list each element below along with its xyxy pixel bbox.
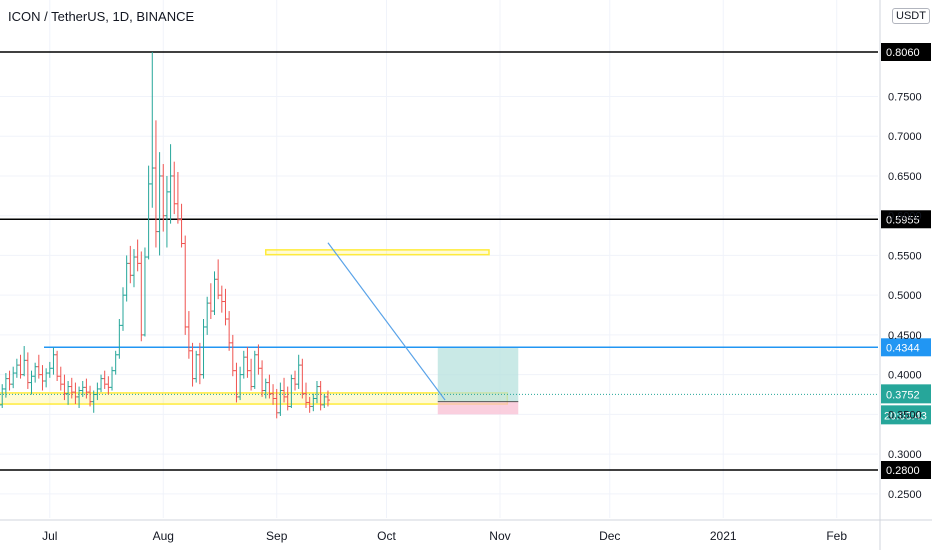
x-tick-label: 2021 bbox=[710, 529, 737, 543]
target-zone bbox=[437, 347, 519, 402]
y-tick-label: 0.4500 bbox=[888, 330, 922, 342]
x-tick-label: Feb bbox=[826, 529, 847, 543]
y-tick-label: 0.4000 bbox=[888, 370, 922, 382]
drawings bbox=[327, 242, 446, 401]
level-price-tag bbox=[881, 43, 931, 61]
x-tick-label: Aug bbox=[153, 529, 174, 543]
y-tick-label: 0.7500 bbox=[888, 92, 922, 104]
currency-button[interactable]: USDT bbox=[892, 8, 930, 24]
grid bbox=[0, 0, 878, 518]
stop-zone bbox=[437, 401, 519, 415]
countdown-tag bbox=[881, 405, 931, 425]
level-price-label: 0.4344 bbox=[886, 342, 920, 354]
symbol-title: ICON / TetherUS, 1D, BINANCE bbox=[8, 9, 195, 24]
x-tick-label: Dec bbox=[599, 529, 620, 543]
x-tick-label: Jul bbox=[42, 529, 57, 543]
y-tick-label: 0.5500 bbox=[888, 250, 922, 262]
y-tick-label: 0.2500 bbox=[888, 489, 922, 501]
level-price-label: 0.5955 bbox=[886, 214, 920, 226]
y-tick-label: 0.5000 bbox=[888, 290, 922, 302]
trend-line bbox=[327, 242, 446, 401]
horizontal-levels: 0.8060 0.5955 0.4344 0.2800 0.3752 20:03:43 bbox=[0, 43, 931, 479]
level-price-tag bbox=[881, 210, 931, 229]
support-zone bbox=[264, 249, 490, 256]
current-price-label: 0.3752 bbox=[886, 389, 920, 401]
y-tick-label: 0.6500 bbox=[888, 171, 922, 183]
y-tick-label: 0.3500 bbox=[888, 409, 922, 421]
candles bbox=[0, 52, 330, 419]
support-zone bbox=[0, 392, 509, 405]
y-tick-label: 0.3000 bbox=[888, 449, 922, 461]
level-price-tag bbox=[881, 338, 931, 357]
y-tick-label: 0.7000 bbox=[888, 131, 922, 143]
x-tick-label: Nov bbox=[489, 529, 510, 543]
level-price-label: 0.2800 bbox=[886, 465, 920, 477]
x-tick-label: Oct bbox=[377, 529, 396, 543]
countdown-label: 20:03:43 bbox=[884, 410, 927, 422]
zones bbox=[0, 249, 519, 415]
current-price-tag bbox=[881, 384, 931, 404]
y-tick-label: 0.6000 bbox=[888, 211, 922, 223]
x-tick-label: Sep bbox=[266, 529, 288, 543]
level-price-tag bbox=[881, 461, 931, 479]
level-price-label: 0.8060 bbox=[886, 47, 920, 59]
